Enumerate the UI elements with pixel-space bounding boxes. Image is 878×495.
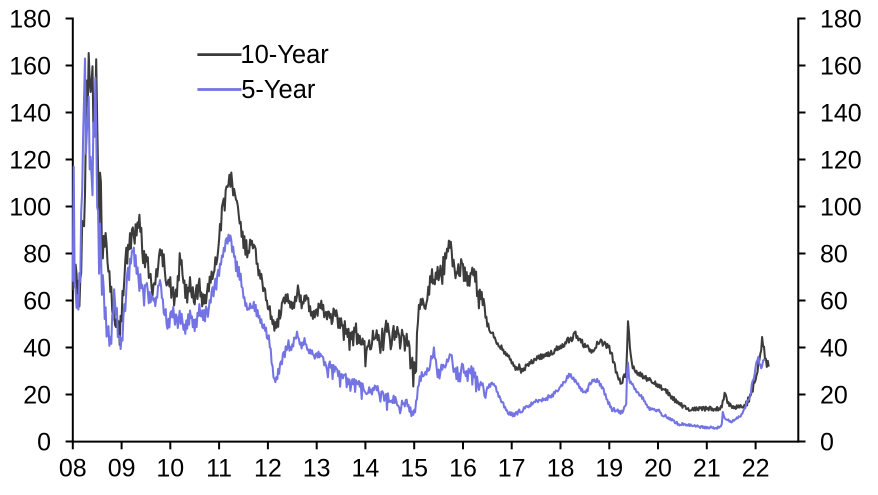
svg-text:100: 100 — [820, 194, 862, 222]
svg-text:100: 100 — [9, 194, 51, 222]
svg-text:10-Year: 10-Year — [240, 41, 329, 69]
svg-text:0: 0 — [37, 429, 51, 457]
svg-text:160: 160 — [9, 53, 51, 81]
svg-text:5-Year: 5-Year — [241, 76, 316, 104]
svg-text:0: 0 — [820, 429, 834, 457]
svg-text:140: 140 — [820, 100, 862, 128]
svg-text:10: 10 — [156, 455, 184, 483]
svg-text:19: 19 — [595, 455, 623, 483]
svg-text:20: 20 — [644, 455, 672, 483]
svg-text:140: 140 — [9, 100, 51, 128]
svg-text:11: 11 — [206, 455, 232, 483]
svg-text:22: 22 — [742, 455, 770, 483]
svg-text:80: 80 — [23, 241, 51, 269]
svg-text:60: 60 — [23, 288, 51, 316]
svg-text:17: 17 — [498, 455, 526, 483]
svg-text:20: 20 — [820, 382, 848, 410]
svg-text:13: 13 — [303, 455, 331, 483]
svg-text:40: 40 — [820, 335, 848, 363]
svg-text:120: 120 — [820, 147, 862, 175]
svg-text:12: 12 — [254, 455, 282, 483]
svg-text:60: 60 — [820, 288, 848, 316]
svg-text:120: 120 — [9, 147, 51, 175]
svg-text:15: 15 — [400, 455, 428, 483]
svg-text:180: 180 — [820, 6, 862, 34]
svg-text:09: 09 — [108, 455, 136, 483]
svg-text:160: 160 — [820, 53, 862, 81]
svg-text:08: 08 — [59, 455, 87, 483]
svg-text:18: 18 — [547, 455, 575, 483]
svg-text:20: 20 — [23, 382, 51, 410]
svg-text:80: 80 — [820, 241, 848, 269]
svg-text:16: 16 — [449, 455, 477, 483]
svg-text:40: 40 — [23, 335, 51, 363]
svg-text:14: 14 — [351, 455, 379, 483]
svg-text:21: 21 — [693, 455, 721, 483]
svg-text:180: 180 — [9, 6, 51, 34]
